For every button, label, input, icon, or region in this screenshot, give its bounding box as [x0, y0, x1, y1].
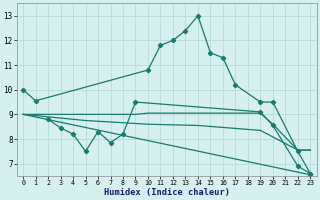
X-axis label: Humidex (Indice chaleur): Humidex (Indice chaleur)	[104, 188, 230, 197]
